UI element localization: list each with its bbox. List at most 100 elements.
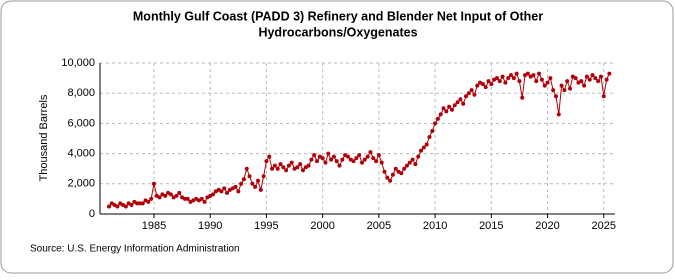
data-point <box>542 83 547 88</box>
data-point <box>421 145 426 150</box>
data-point <box>590 73 595 78</box>
data-point <box>362 157 367 162</box>
data-point <box>278 162 283 167</box>
data-point <box>340 157 345 162</box>
data-point <box>419 148 424 153</box>
data-point <box>427 134 432 139</box>
data-point <box>559 83 564 88</box>
data-point <box>140 201 145 206</box>
data-point <box>357 153 362 158</box>
x-tick-label: 2025 <box>592 220 616 232</box>
data-point <box>329 157 334 162</box>
data-point <box>202 199 207 204</box>
data-point <box>489 82 494 87</box>
data-point <box>520 95 525 100</box>
data-point <box>146 199 151 204</box>
data-point <box>135 201 140 206</box>
data-point <box>472 92 477 97</box>
data-point <box>469 88 474 93</box>
data-point <box>163 193 168 198</box>
data-point <box>562 88 567 93</box>
data-point <box>514 71 519 76</box>
data-point <box>199 196 204 201</box>
y-tick-label: 10,000 <box>61 57 95 69</box>
data-point <box>300 168 305 173</box>
data-point <box>539 77 544 82</box>
data-point <box>404 163 409 168</box>
data-point <box>270 166 275 171</box>
data-point <box>244 166 249 171</box>
x-tick-label: 1985 <box>142 220 166 232</box>
data-point <box>359 160 364 165</box>
data-point <box>500 74 505 79</box>
data-point <box>441 106 446 111</box>
data-point <box>275 166 280 171</box>
data-point <box>393 166 398 171</box>
data-point <box>388 178 393 183</box>
data-point <box>410 157 415 162</box>
data-point <box>452 103 457 108</box>
data-point <box>267 154 272 159</box>
data-point <box>168 192 173 197</box>
x-tick-label: 1990 <box>198 220 222 232</box>
data-point <box>286 163 291 168</box>
data-point <box>582 83 587 88</box>
data-point <box>503 80 508 85</box>
data-point <box>407 160 412 165</box>
data-point <box>379 160 384 165</box>
data-point <box>382 169 387 174</box>
data-point <box>374 159 379 164</box>
data-point <box>449 107 454 112</box>
data-point <box>320 156 325 161</box>
chart-title: Hydrocarbons/Oxygenates <box>258 25 417 39</box>
data-point <box>115 204 120 209</box>
data-point <box>222 186 227 191</box>
data-point <box>174 193 179 198</box>
data-point <box>345 154 350 159</box>
data-point <box>211 192 216 197</box>
data-point <box>289 160 294 165</box>
data-point <box>247 174 252 179</box>
y-tick-label: 6,000 <box>67 117 95 129</box>
data-point <box>295 165 300 170</box>
data-point <box>438 112 443 117</box>
data-point <box>511 76 516 81</box>
data-point <box>306 163 311 168</box>
data-point <box>598 74 603 79</box>
data-point <box>447 104 452 109</box>
data-point <box>548 76 553 81</box>
data-point <box>435 116 440 121</box>
data-point <box>483 85 488 90</box>
data-point <box>553 94 558 99</box>
data-point <box>430 128 435 133</box>
data-point <box>253 184 258 189</box>
data-point <box>537 71 542 76</box>
data-point <box>601 94 606 99</box>
data-point <box>458 97 463 102</box>
data-point <box>309 157 314 162</box>
data-point <box>565 79 570 84</box>
data-point <box>416 154 421 159</box>
data-point <box>556 112 561 117</box>
data-point <box>157 195 162 200</box>
data-point <box>390 172 395 177</box>
data-point <box>466 91 471 96</box>
data-point <box>123 204 128 209</box>
y-tick-label: 0 <box>89 208 95 220</box>
data-point <box>255 178 260 183</box>
y-tick-label: 2,000 <box>67 178 95 190</box>
x-tick-label: 2005 <box>367 220 391 232</box>
data-point <box>261 174 266 179</box>
data-point <box>402 166 407 171</box>
data-point <box>371 156 376 161</box>
data-point <box>129 202 134 207</box>
data-point <box>376 153 381 158</box>
data-point <box>475 83 480 88</box>
x-tick-label: 2000 <box>310 220 334 232</box>
data-point <box>239 181 244 186</box>
data-point <box>272 163 277 168</box>
y-tick-label: 4,000 <box>67 148 95 160</box>
data-point <box>351 159 356 164</box>
data-point <box>494 76 499 81</box>
x-tick-label: 2020 <box>535 220 559 232</box>
